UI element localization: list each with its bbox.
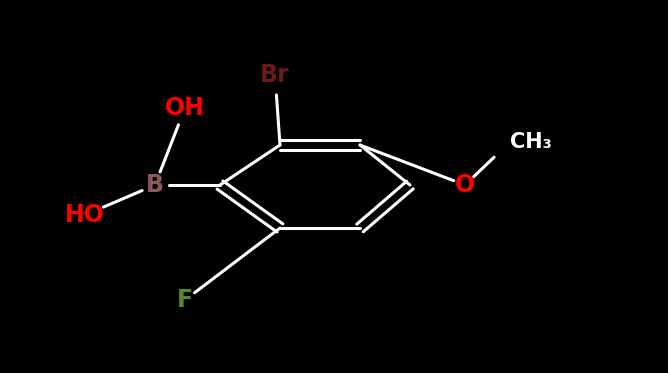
Text: B: B bbox=[146, 173, 164, 197]
Text: Br: Br bbox=[261, 63, 290, 87]
Text: CH₃: CH₃ bbox=[510, 132, 552, 152]
Text: HO: HO bbox=[65, 203, 105, 227]
Text: OH: OH bbox=[165, 96, 205, 120]
Text: F: F bbox=[177, 288, 193, 312]
Text: O: O bbox=[455, 173, 475, 197]
